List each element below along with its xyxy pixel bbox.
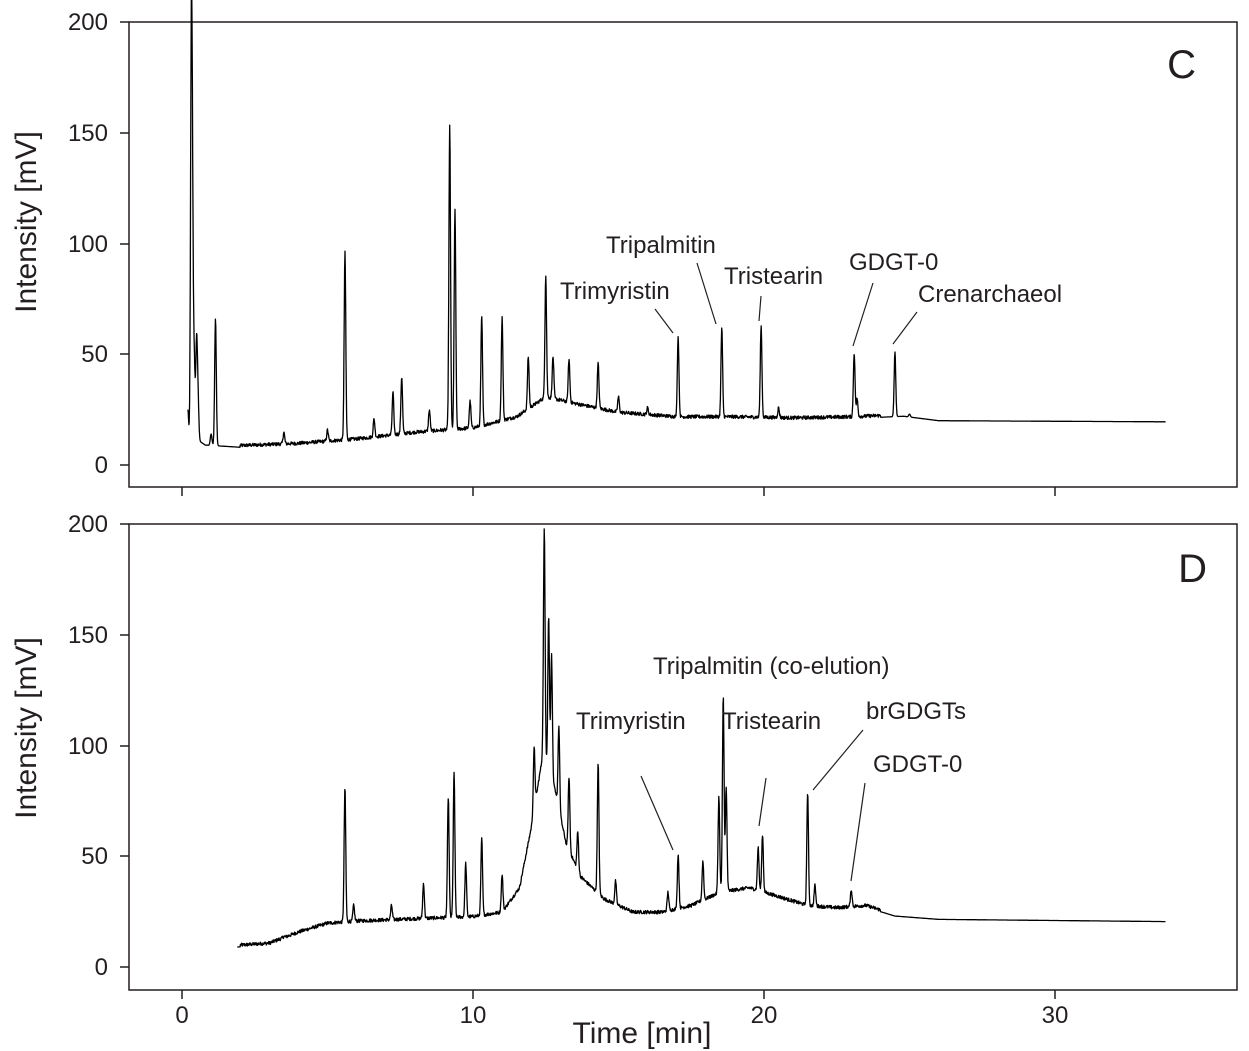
panel-c-annotation-tristearin: Tristearin <box>724 263 823 290</box>
panel-d-y-tick-label-50: 50 <box>81 843 108 870</box>
panel-d-frame <box>128 523 1238 991</box>
panel-c-annotation-gdgt-0: GDGT-0 <box>849 249 938 276</box>
panel-c-leader-crenarchaeol <box>892 311 918 345</box>
panel-d-y-tick-label-0: 0 <box>95 954 108 981</box>
panel-d-annotation-tripalmitin: Tripalmitin (co-elution) <box>653 653 890 680</box>
panel-c-y-ticks: 0 50 100 150 200 <box>68 9 129 479</box>
panel-d-x-ticks: 0 10 20 30 <box>175 990 1068 1029</box>
panel-c-leader-tripalmitin <box>696 262 717 325</box>
panel-d-x-tick-label-10: 10 <box>460 1002 487 1029</box>
panel-d-x-tick-label-20: 20 <box>751 1002 778 1029</box>
panel-d-x-tick-label-0: 0 <box>175 1002 188 1029</box>
panel-d-y-tick-label-150: 150 <box>68 622 108 649</box>
x-axis-label: Time [min] <box>573 1017 712 1050</box>
panel-c-x-ticks <box>181 487 1056 496</box>
panel-c-y-tick-label-0: 0 <box>95 452 108 479</box>
panel-d-y-tick-label-100: 100 <box>68 733 108 760</box>
panel-c-y-tick-label-100: 100 <box>68 231 108 258</box>
panel-d-annotations: Trimyristin Tripalmitin (co-elution) Tri… <box>576 653 966 882</box>
panel-c-leader-trimyristin <box>654 308 674 334</box>
panel-d-annotation-trimyristin: Trimyristin <box>576 708 686 735</box>
panel-c-annotation-trimyristin: Trimyristin <box>560 278 670 305</box>
panel-d-x-tick-label-30: 30 <box>1042 1002 1069 1029</box>
panel-c-y-tick-label-50: 50 <box>81 341 108 368</box>
panel-d-leader-trimyristin <box>640 775 674 851</box>
panel-d-leader-brgdgts <box>812 729 864 791</box>
panel-c-y-tick-label-150: 150 <box>68 120 108 147</box>
panel-d-annotation-brgdgts: brGDGTs <box>866 698 966 725</box>
panel-d-annotation-gdgt-0: GDGT-0 <box>873 751 962 778</box>
panel-c-y-axis-label: Intensity [mV] <box>10 131 43 313</box>
panel-d-chromatogram-trace <box>236 528 1166 948</box>
panel-c-frame <box>128 21 1238 488</box>
panel-d-letter: D <box>1178 547 1207 591</box>
panel-c-annotations: Trimyristin Tripalmitin Tristearin GDGT-… <box>560 232 1062 347</box>
panel-c-leader-gdgt-0 <box>852 282 874 347</box>
panel-d-annotation-tristearin: Tristearin <box>722 708 821 735</box>
panel-c-annotation-tripalmitin: Tripalmitin <box>606 232 716 259</box>
panel-d-leader-gdgt-0 <box>850 782 866 882</box>
panel-d: Intensity [mV] D Time [min] 0 50 100 150… <box>10 511 1238 1050</box>
panel-d-y-axis-label: Intensity [mV] <box>10 637 43 819</box>
panel-d-y-tick-label-200: 200 <box>68 511 108 538</box>
panel-c-annotation-crenarchaeol: Crenarchaeol <box>918 281 1062 308</box>
panel-c: Intensity [mV] C 0 50 100 150 200 Trimyr… <box>10 0 1238 496</box>
panel-c-chromatogram-trace <box>187 0 1166 448</box>
panel-d-leader-tristearin <box>758 777 767 827</box>
panel-c-y-tick-label-200: 200 <box>68 9 108 36</box>
panel-c-letter: C <box>1167 43 1196 87</box>
panel-c-leader-tristearin <box>758 295 762 322</box>
panel-d-y-ticks: 0 50 100 150 200 <box>68 511 129 981</box>
